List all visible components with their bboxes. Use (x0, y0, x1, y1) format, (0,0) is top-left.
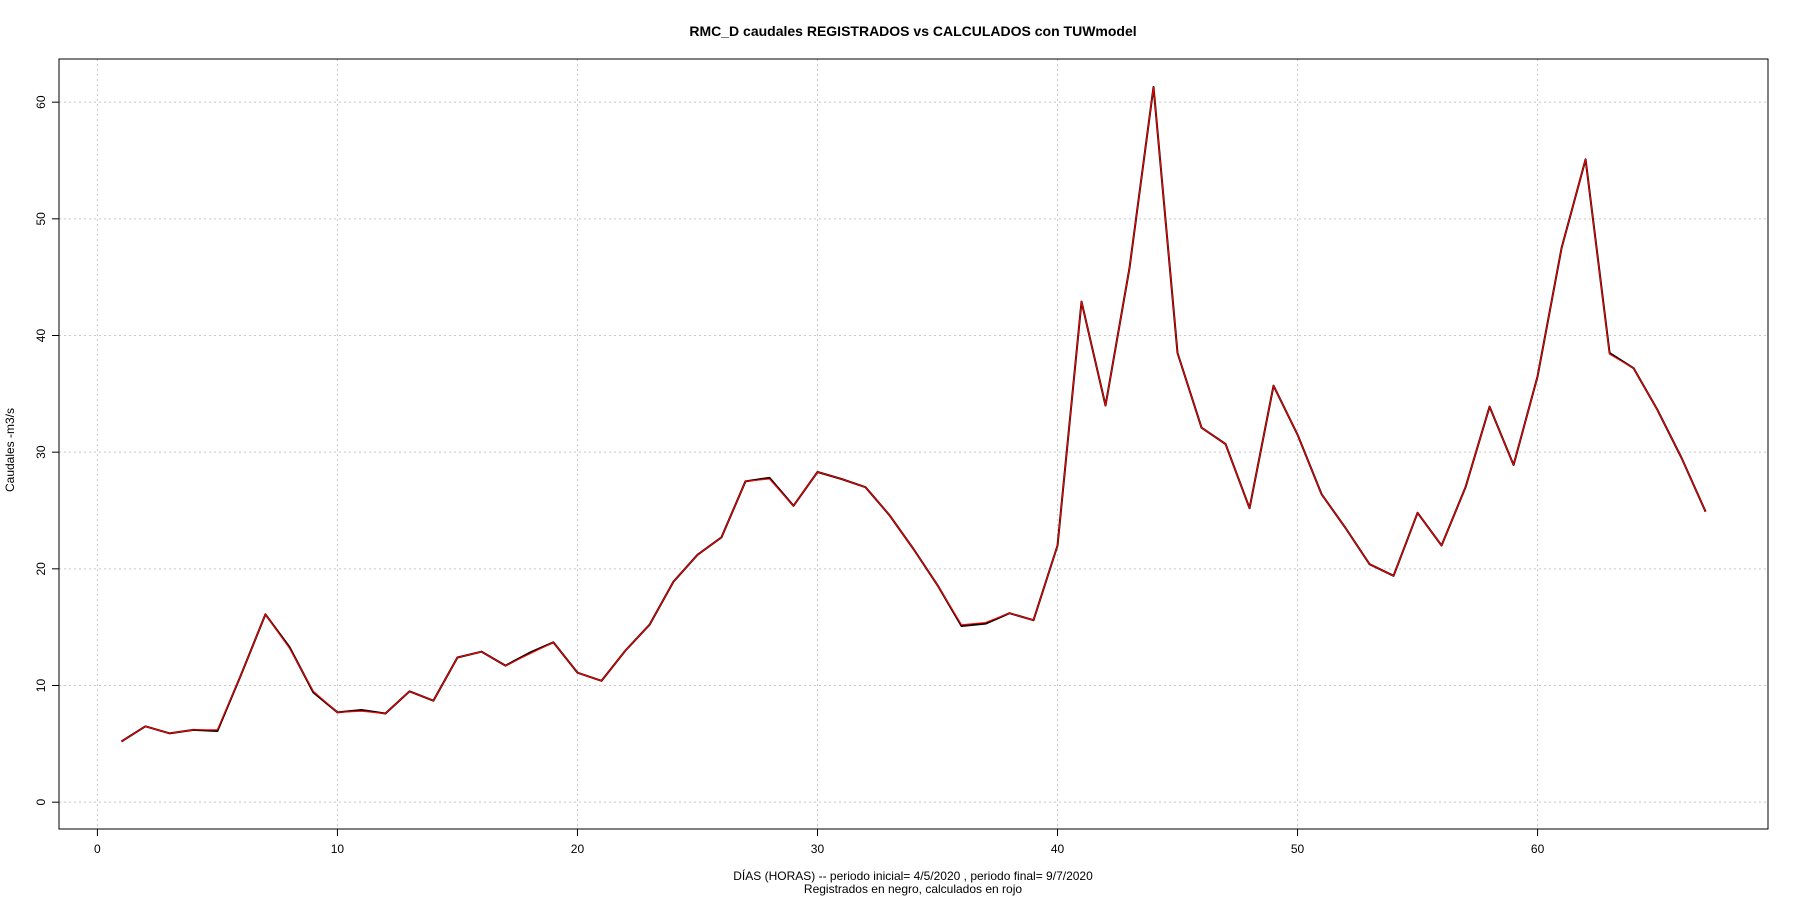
x-tick-label: 50 (1291, 842, 1305, 856)
series-lines (120, 86, 1707, 743)
grid-lines (59, 59, 1768, 829)
x-tick-label: 20 (571, 842, 585, 856)
y-tick-label: 10 (34, 679, 48, 693)
y-axis-label: Caudales -m3/s (3, 408, 17, 492)
y-tick-label: 30 (34, 445, 48, 459)
y-axis: 0 10 20 30 40 50 60 (34, 95, 60, 806)
x-tick-label: 10 (331, 842, 345, 856)
plot-frame (58, 58, 1769, 830)
y-tick-label: 40 (34, 329, 48, 343)
x-tick-label: 30 (811, 842, 825, 856)
y-tick-label: 60 (34, 95, 48, 109)
y-tick-label: 20 (34, 562, 48, 576)
x-tick-label: 60 (1531, 842, 1545, 856)
x-tick-label: 40 (1051, 842, 1065, 856)
series-line-calculados (121, 86, 1707, 742)
series-line-registrados (120, 86, 1707, 743)
x-axis-label: DÍAS (HORAS) -- periodo inicial= 4/5/202… (733, 868, 1093, 883)
x-tick-label: 0 (94, 842, 101, 856)
y-tick-label: 0 (34, 799, 48, 806)
x-axis-label-line2: Registrados en negro, calculados en rojo (804, 882, 1022, 896)
y-tick-label: 50 (34, 212, 48, 226)
chart-title: RMC_D caudales REGISTRADOS vs CALCULADOS… (689, 23, 1136, 39)
x-axis: 0 10 20 30 40 50 60 (94, 828, 1545, 856)
